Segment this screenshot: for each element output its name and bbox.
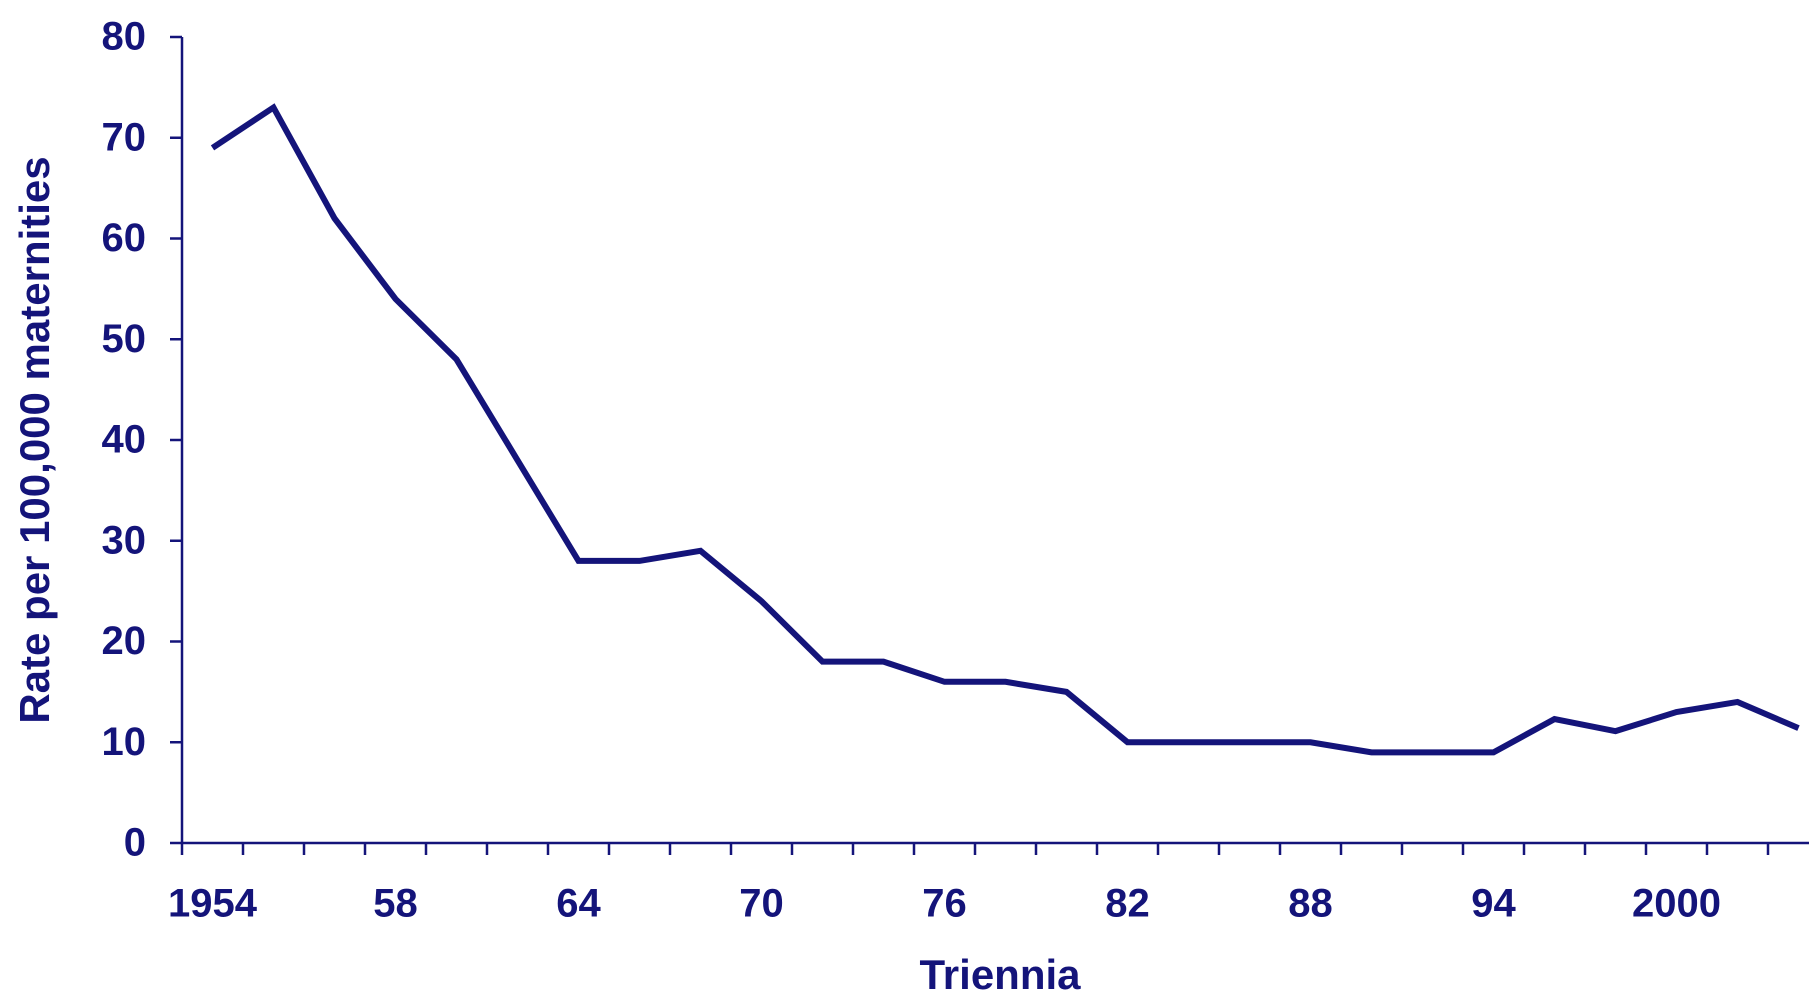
data-line xyxy=(210,103,1800,756)
y-tick-label: 40 xyxy=(102,418,147,462)
x-tick-label: 2000 xyxy=(1632,882,1721,926)
x-tick-label: 76 xyxy=(922,882,967,926)
x-tick-label: 58 xyxy=(373,882,418,926)
x-tick-label: 94 xyxy=(1471,882,1516,926)
x-tick-label: 88 xyxy=(1288,882,1333,926)
y-tick-label: 0 xyxy=(124,821,146,865)
x-tick-label: 1954 xyxy=(168,882,258,926)
y-tick-label: 20 xyxy=(102,619,147,663)
y-axis-title: Rate per 100,000 maternities xyxy=(11,156,58,723)
y-tick-label: 70 xyxy=(102,115,147,159)
y-tick-label: 30 xyxy=(102,518,147,562)
x-tick-label: 64 xyxy=(556,882,601,926)
x-tick-label: 82 xyxy=(1105,882,1150,926)
y-tick-label: 10 xyxy=(102,720,147,764)
y-tick-label: 60 xyxy=(102,216,147,260)
x-tick-label: 70 xyxy=(739,882,784,926)
x-axis-title: Triennia xyxy=(919,951,1081,998)
y-tick-label: 50 xyxy=(102,317,147,361)
y-tick-label: 80 xyxy=(102,15,147,59)
